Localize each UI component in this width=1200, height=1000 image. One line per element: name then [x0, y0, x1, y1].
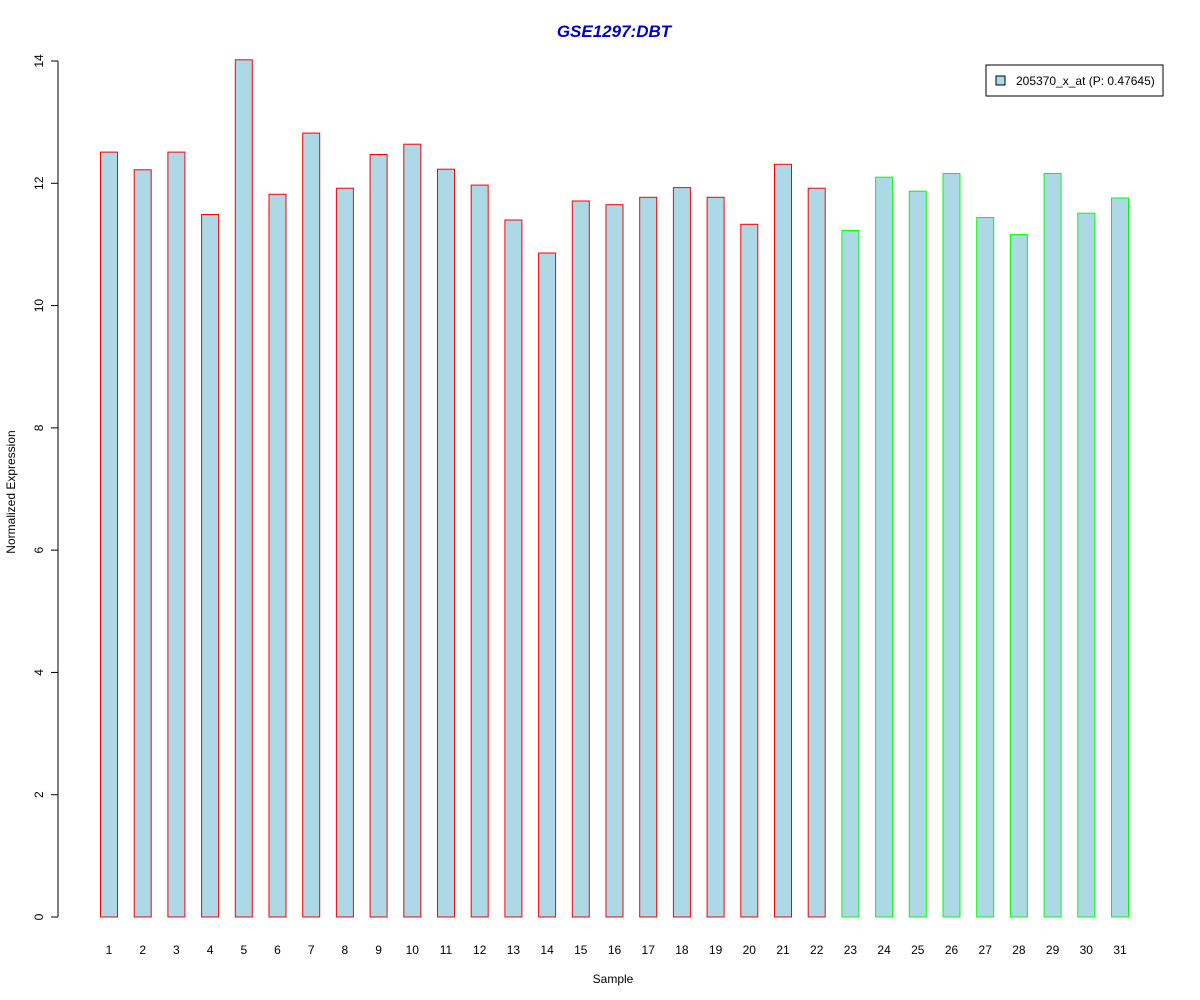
bar [538, 252, 557, 918]
bar [605, 204, 624, 918]
bar [908, 190, 927, 918]
y-tick-label: 12 [32, 176, 46, 190]
bar [942, 173, 961, 918]
x-tick-label: 31 [1113, 943, 1127, 957]
chart-title: GSE1297:DBT [557, 22, 673, 41]
x-tick-label: 22 [810, 943, 824, 957]
x-tick-label: 1 [106, 943, 113, 957]
bar [234, 59, 253, 918]
bar [875, 176, 894, 918]
bar [1009, 234, 1028, 918]
x-tick-label: 28 [1012, 943, 1026, 957]
x-tick-label: 9 [375, 943, 382, 957]
x-tick-label: 14 [540, 943, 554, 957]
y-tick-label: 6 [32, 546, 46, 553]
x-tick-label: 10 [406, 943, 420, 957]
legend: 205370_x_at (P: 0.47645) [985, 64, 1164, 97]
y-tick-label: 14 [32, 54, 46, 68]
x-tick-label: 29 [1046, 943, 1060, 957]
bar [639, 196, 658, 918]
x-tick-label: 2 [139, 943, 146, 957]
x-tick-label: 23 [844, 943, 858, 957]
x-tick-label: 30 [1080, 943, 1094, 957]
bar [403, 143, 422, 918]
y-axis: 0 2 4 6 8 10 12 14 [32, 54, 59, 920]
bar [774, 163, 792, 918]
bar [1077, 212, 1096, 918]
legend-label: 205370_x_at (P: 0.47645) [1016, 74, 1155, 88]
x-tick-label: 13 [507, 943, 521, 957]
bar [133, 169, 152, 918]
legend-box [985, 64, 1164, 97]
x-tick-label: 6 [274, 943, 281, 957]
bar [841, 229, 860, 918]
x-tick-label: 18 [675, 943, 689, 957]
bar [807, 187, 826, 918]
x-tick-label: 25 [911, 943, 925, 957]
x-tick-label: 11 [440, 943, 453, 957]
bar [706, 196, 725, 918]
bar [571, 200, 590, 918]
x-tick-label: 12 [473, 943, 487, 957]
bar [976, 217, 995, 918]
x-tick-label: 3 [173, 943, 180, 957]
legend-swatch [995, 75, 1006, 86]
bars-group [100, 59, 1129, 918]
x-tick-labels: 1 2 3 4 5 6 7 8 9 10 11 12 13 14 15 16 17 18 19 20 21 22 23 24 2… [106, 943, 1127, 957]
x-tick-label: 7 [308, 943, 315, 957]
x-tick-label: 24 [877, 943, 891, 957]
x-tick-label: 16 [608, 943, 622, 957]
y-axis-label: Normalized Expression [4, 430, 18, 553]
y-tick-label: 8 [32, 424, 46, 431]
x-tick-label: 20 [743, 943, 757, 957]
x-tick-label: 19 [709, 943, 723, 957]
y-tick-label: 4 [32, 669, 46, 676]
bar [1111, 197, 1129, 918]
x-tick-label: 17 [642, 943, 656, 957]
x-axis-label: Sample [593, 972, 634, 986]
bar [504, 219, 523, 918]
bar [1043, 173, 1062, 918]
bar [268, 193, 287, 918]
x-tick-label: 15 [574, 943, 588, 957]
bar [470, 184, 489, 918]
y-tick-label: 10 [32, 299, 46, 313]
bar [302, 132, 321, 918]
bar [740, 223, 759, 918]
x-tick-label: 27 [979, 943, 993, 957]
y-tick-label: 2 [32, 791, 46, 798]
bar [167, 151, 186, 918]
bar [437, 168, 455, 918]
bar [201, 214, 220, 918]
bar [335, 187, 354, 918]
x-tick-label: 5 [240, 943, 247, 957]
bar [100, 151, 118, 918]
y-tick-label: 0 [32, 913, 46, 920]
x-tick-label: 4 [207, 943, 214, 957]
x-tick-label: 8 [342, 943, 349, 957]
bar [369, 154, 388, 918]
x-tick-label: 26 [945, 943, 959, 957]
bar [672, 187, 691, 918]
x-tick-label: 21 [776, 943, 790, 957]
